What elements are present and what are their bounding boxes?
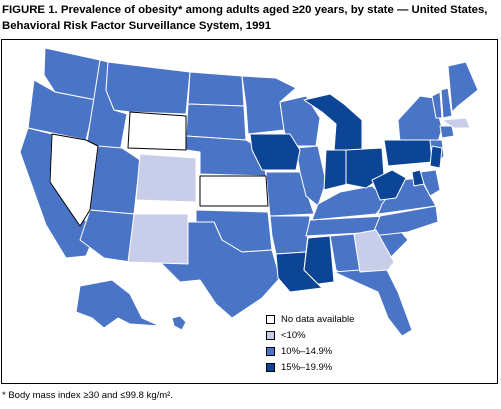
map-frame	[1, 39, 498, 384]
state-pa	[383, 139, 433, 167]
legend-swatch-10-14	[266, 346, 275, 356]
state-ri-ma	[441, 117, 471, 129]
state-wv	[371, 169, 407, 201]
legend-swatch-no-data	[266, 314, 275, 324]
figure-title: FIGURE 1. Prevalence of obesity* among a…	[2, 2, 499, 34]
state-ks	[199, 175, 269, 207]
state-co	[135, 153, 197, 203]
state-tx	[159, 221, 281, 319]
footnote: * Body mass index ≥30 and ≤99.8 kg/m².	[2, 390, 173, 401]
state-ga	[353, 229, 395, 273]
legend-swatch-15-19	[266, 362, 275, 372]
state-nv	[49, 133, 99, 227]
state-sd	[185, 103, 247, 141]
state-ia	[249, 133, 301, 171]
state-ct	[439, 125, 455, 139]
state-nd	[187, 71, 245, 107]
legend-item-no-data: No data available	[266, 311, 354, 327]
title-line-2: Behavioral Risk Factor Surveillance Syst…	[2, 20, 272, 32]
legend-label-lt10: <10%	[281, 329, 306, 341]
state-az	[79, 209, 135, 263]
state-hi	[171, 315, 187, 331]
state-me	[447, 61, 479, 113]
legend: No data available <10% 10%–14.9% 15%–19.…	[266, 311, 354, 375]
legend-label-no-data: No data available	[281, 313, 355, 325]
state-ut	[89, 145, 141, 215]
state-nh	[440, 87, 453, 119]
state-ms	[303, 235, 335, 285]
state-fl	[333, 267, 413, 337]
state-ne	[185, 135, 267, 177]
legend-swatch-lt10	[266, 330, 275, 340]
state-nm	[127, 213, 189, 265]
state-ar	[269, 215, 311, 255]
legend-item-lt10: <10%	[266, 327, 354, 343]
legend-label-15-19: 15%–19.9%	[281, 361, 333, 373]
state-nj	[429, 145, 443, 169]
state-vt	[431, 91, 443, 119]
legend-item-10-14: 10%–14.9%	[266, 343, 354, 359]
state-dc-area	[411, 169, 425, 187]
state-wy	[127, 111, 187, 151]
legend-item-15-19: 15%–19.9%	[266, 359, 354, 375]
title-line-1: FIGURE 1. Prevalence of obesity* among a…	[2, 4, 488, 16]
state-ak	[75, 279, 161, 329]
state-in	[323, 149, 349, 191]
legend-label-10-14: 10%–14.9%	[281, 345, 333, 357]
state-mt	[105, 61, 191, 115]
